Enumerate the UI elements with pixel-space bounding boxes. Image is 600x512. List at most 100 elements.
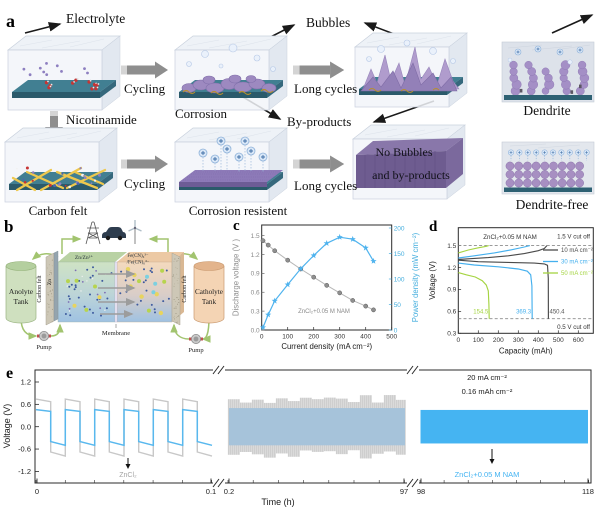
plus-glyph (568, 151, 572, 154)
carbon-felt-right-label: Carbon felt (181, 275, 188, 302)
particle-dot (51, 321, 53, 323)
water-molecule-h (89, 79, 92, 82)
y-tick-left-label: 0.0 (251, 327, 260, 334)
water-molecule-h (73, 80, 76, 83)
chart-polarization: 0 100 200 300 400 500 0.0 0.3 0.6 0.9 1.2 1.5 0 50 100… (232, 218, 421, 351)
series-power-density-marker (362, 244, 369, 251)
series-power-density-marker (297, 265, 304, 272)
water-molecule-h (97, 83, 100, 85)
legend-label: 10 mA cm⁻² (561, 248, 593, 254)
label-dendrite: Dendrite (523, 103, 570, 118)
chart-capacity: 0 100 200 300 400 500 600 0.3 0.6 0.9 1.2 1.5 1.5 V … (428, 219, 594, 356)
particle-dot (31, 179, 34, 182)
x-tick-label: 200 (308, 334, 319, 341)
particle-dot (176, 280, 178, 281)
particle-dot (150, 267, 153, 270)
particle-dot (53, 184, 57, 188)
panel-label-d: d (429, 219, 438, 235)
axis-break-slash (411, 365, 419, 375)
series-discharge-voltage-marker (260, 238, 266, 244)
label-nicotinamide: Nicotinamide (66, 112, 137, 127)
particle-dot (142, 281, 145, 284)
particle-dot (176, 268, 178, 269)
particle-dot (47, 293, 49, 295)
ordered-deposit-grid (505, 149, 590, 188)
x-tick-label: 400 (533, 337, 544, 344)
particle-dot (177, 303, 178, 305)
particle-dot (96, 293, 99, 296)
particle-dot (77, 296, 80, 299)
particle-dot (48, 183, 52, 187)
particle-dot (173, 274, 174, 276)
particle-dot (106, 297, 109, 300)
dendrite-free-cross-section (501, 141, 595, 195)
zncl2-annotation: ZnCl₂ (119, 472, 137, 479)
particle-dot (49, 286, 51, 288)
series-power-density-marker (271, 297, 278, 304)
particle-dot (136, 303, 139, 306)
series-power-density-marker (265, 311, 272, 318)
particle-dot (48, 264, 50, 266)
particle-dot (23, 181, 27, 184)
arrow-to-dendrite (551, 14, 594, 34)
x-axis-label: Time (h) (261, 497, 294, 507)
particle-dot (153, 281, 158, 286)
particle-dot (51, 316, 53, 318)
particle-dot (83, 175, 85, 177)
dense-deposit-block (356, 138, 463, 188)
label-cycling-2: Cycling (124, 176, 166, 191)
particle-dot (83, 305, 86, 308)
series-power-density-marker (323, 240, 330, 246)
axis-break-gap (213, 366, 225, 374)
y-tick-label: 0.3 (447, 331, 456, 338)
particle-dot (88, 308, 91, 311)
particle-dot (68, 285, 71, 288)
y-tick-left-label: 0.9 (251, 271, 260, 278)
series-discharge-voltage-marker (265, 242, 271, 248)
particle-dot (78, 279, 81, 282)
particle-dot (160, 268, 165, 273)
byproduct-debris (182, 88, 274, 96)
series-discharge-voltage-marker (337, 290, 343, 296)
series-discharge-voltage-marker (311, 274, 317, 280)
carbon-felt-left-strip (45, 252, 55, 326)
plus-glyph (560, 151, 563, 154)
y-tick-left-label: 1.2 (251, 252, 260, 259)
particle-dot (50, 270, 52, 271)
particle-dot (47, 311, 49, 313)
dendrite-cross-section (501, 41, 595, 103)
dendrite-blob (541, 67, 550, 76)
particle-dot (153, 308, 156, 311)
label-by-products: By-products (287, 114, 351, 129)
x-tick-label: 0 (456, 337, 460, 344)
particle-dot (52, 299, 54, 301)
panel-b-flow-battery: b Anolyte Tank Catholyte Tank (4, 217, 225, 354)
panel-label-e: e (6, 365, 13, 382)
membrane-label: Membrane (102, 330, 130, 337)
ordered-deposit (514, 178, 524, 188)
car-icon (102, 227, 126, 241)
ordered-deposit (505, 170, 515, 179)
particle-dot (178, 315, 180, 317)
plated-ion-icons (507, 45, 584, 65)
plus-glyph (518, 151, 521, 154)
particle-dot (66, 279, 70, 284)
particle-dot (176, 260, 178, 262)
capacity-end-label: 450.4 (550, 310, 566, 316)
x-tick-label: 0 (260, 334, 264, 341)
particle-dot (97, 295, 102, 300)
nam-annotation: ZnCl₂+0.05 M NAM (455, 470, 520, 479)
particle-dot (104, 291, 106, 294)
ordered-deposit (566, 170, 576, 179)
curve-10-mA-discharge (458, 259, 549, 319)
ordered-deposit (505, 161, 515, 171)
particle-dot (93, 284, 97, 289)
y-tick-label: 0.0 (21, 422, 31, 431)
zn-electrode-strip (53, 250, 59, 322)
electrolyte-molecules (22, 62, 100, 91)
particle-dot (25, 166, 29, 170)
bubbles-icons (366, 39, 456, 64)
particle-dot (51, 293, 52, 295)
box-electrolyte (7, 35, 121, 111)
particle-dot (22, 178, 25, 181)
